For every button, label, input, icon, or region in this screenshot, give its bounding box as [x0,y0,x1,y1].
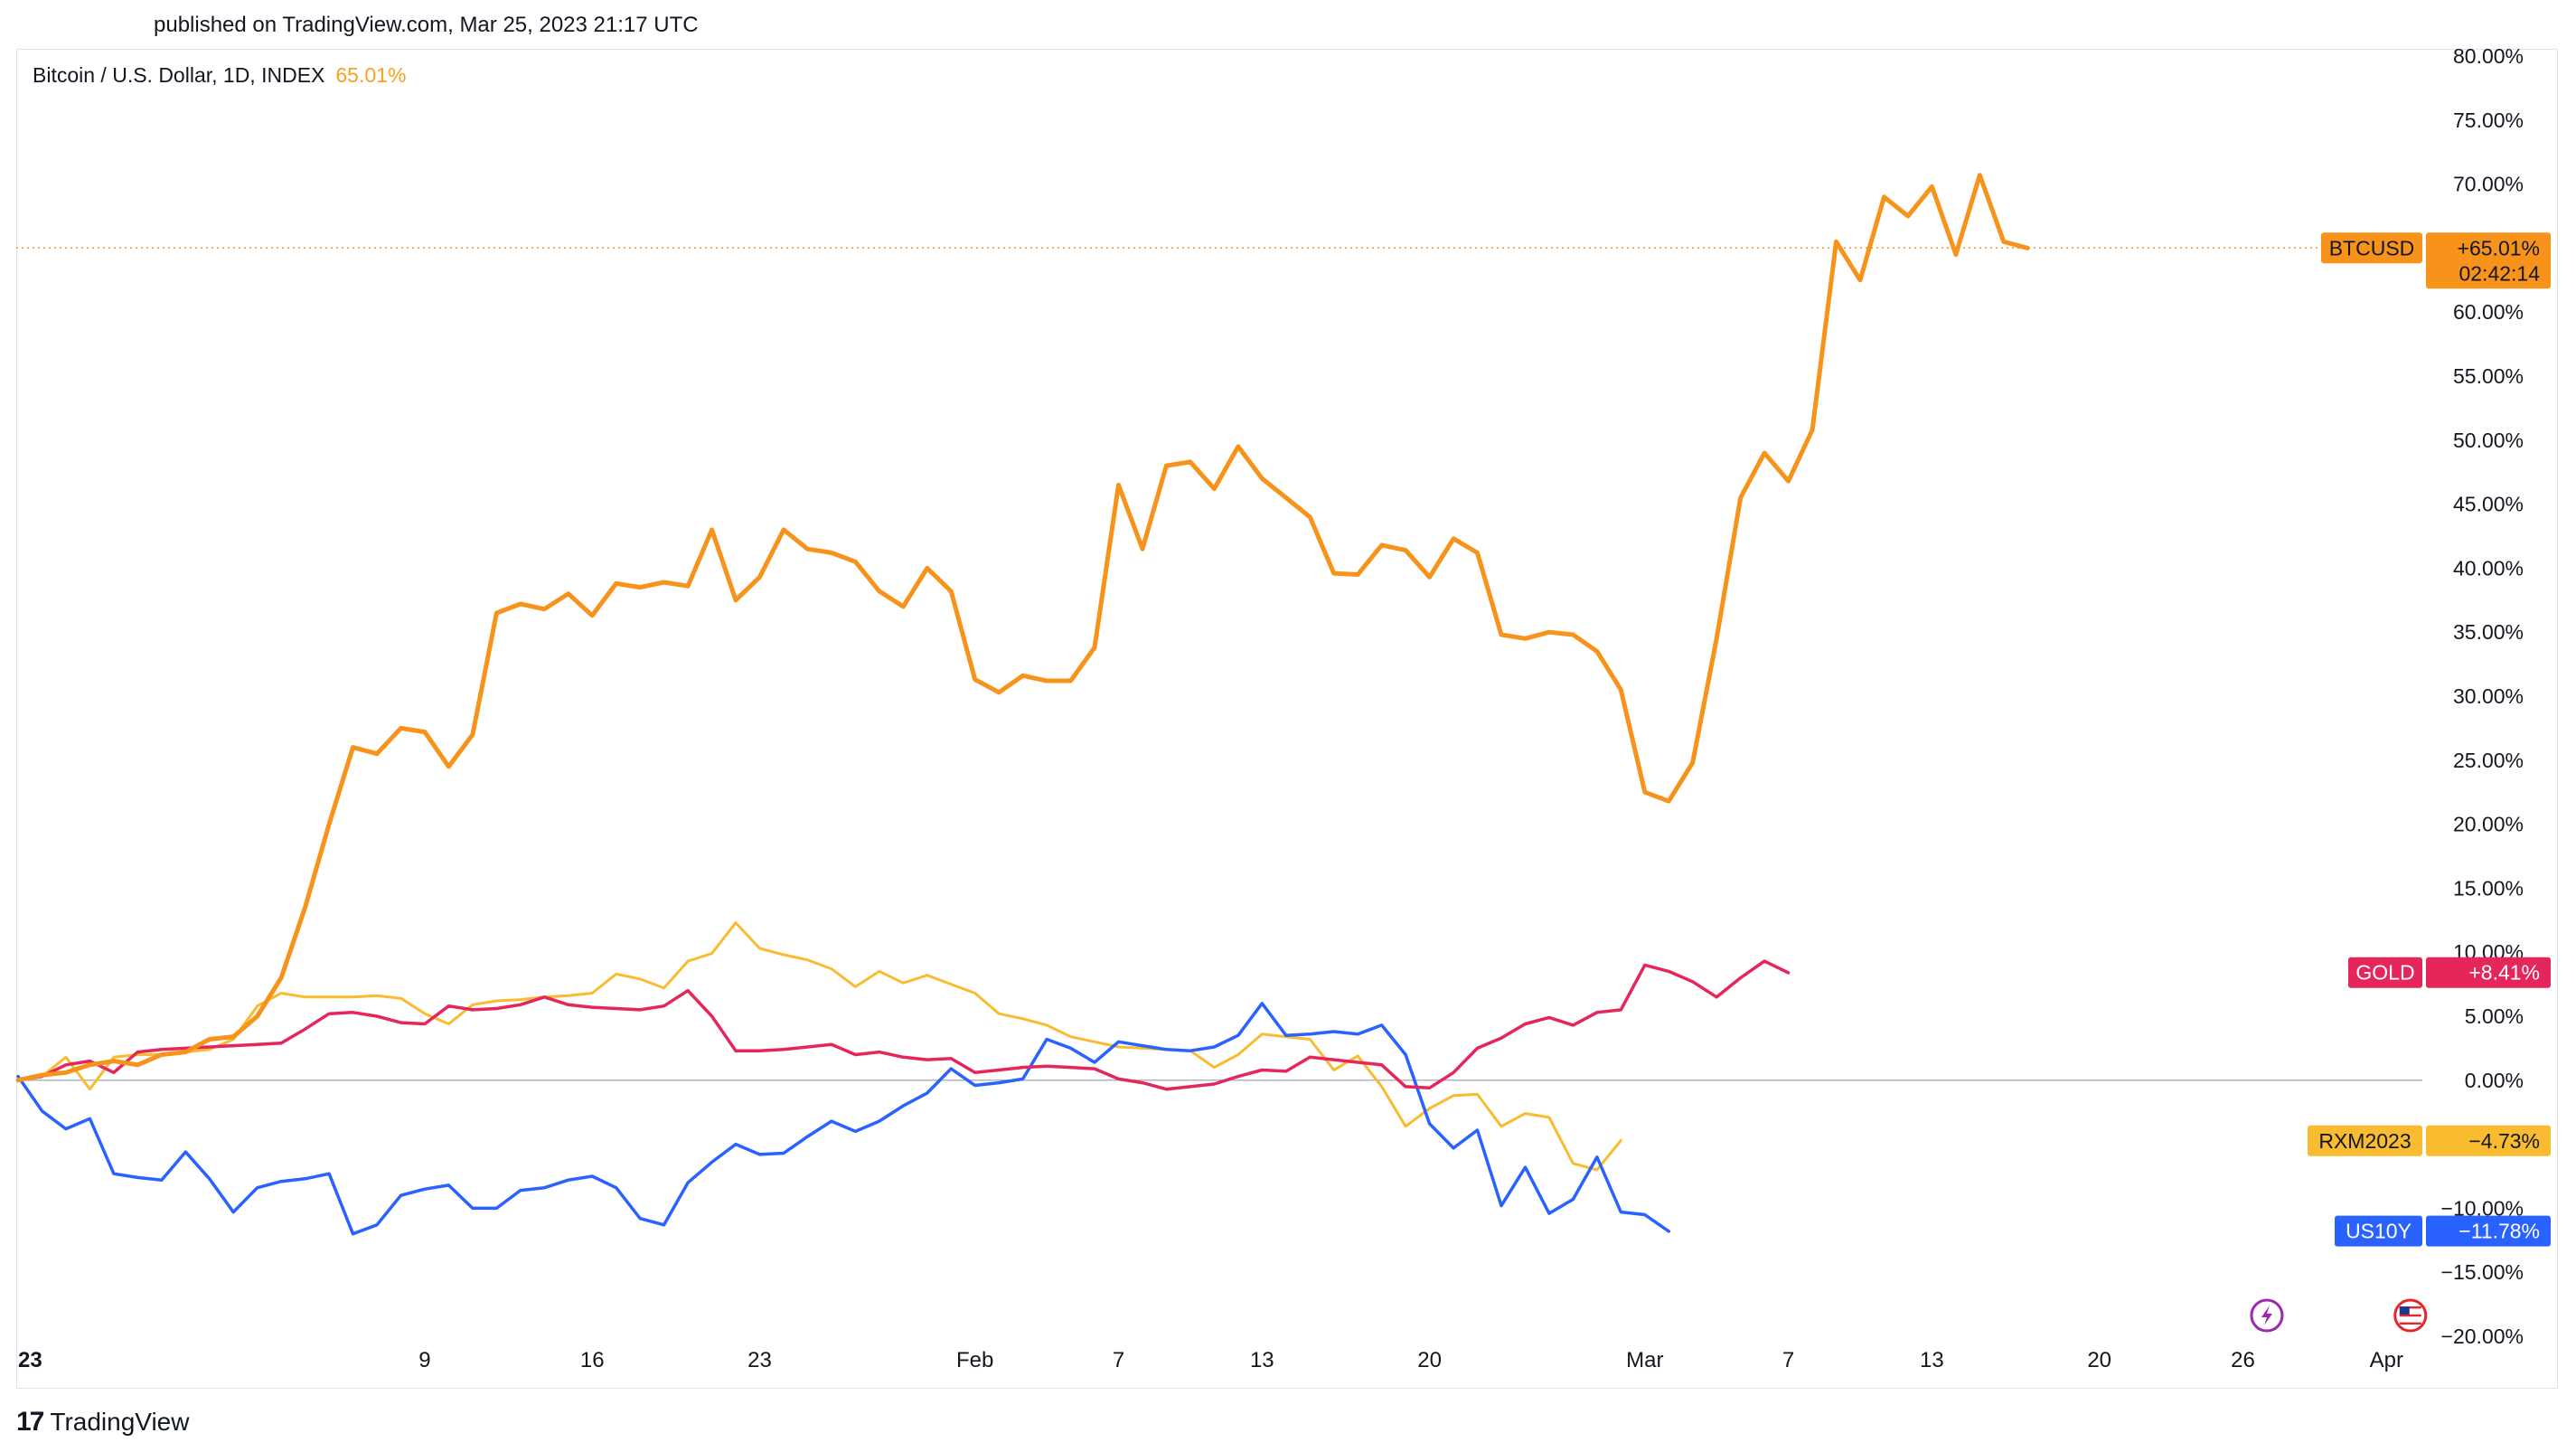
y-tick-label: 80.00% [2453,44,2524,68]
series-value-text: −11.78% [2458,1220,2540,1243]
x-tick-label: Feb [956,1348,993,1372]
lightning-bolt [2261,1306,2272,1325]
x-tick-label: 7 [1782,1348,1794,1372]
y-tick-label: 35.00% [2453,620,2524,644]
series-label-rxm2023[interactable]: RXM2023 −4.73% [2308,1125,2551,1156]
flag-stripe [2399,1318,2421,1321]
series-name-text: US10Y [2346,1220,2411,1243]
x-tick-label: Apr [2370,1348,2403,1372]
y-tick-label: 30.00% [2453,684,2524,708]
published-caption: published on TradingView.com, Mar 25, 20… [154,13,699,37]
y-tick-label: 15.00% [2453,876,2524,900]
flag-stripe [2399,1310,2421,1313]
series-name-tag [2348,957,2422,988]
series-name-tag [2308,1125,2422,1156]
y-tick-label: 60.00% [2453,300,2524,324]
series-value-tag [2426,957,2551,988]
series-line-us10y [16,1002,1671,1236]
tradingview-logo[interactable]: 17 TradingView [16,1407,189,1438]
symbol-change: 65.01% [335,63,407,87]
x-tick-label: 26 [2231,1348,2255,1372]
series-value-text: +8.41% [2468,961,2540,985]
x-tick-label: 23 [747,1348,772,1372]
series-line-rxm2023 [16,921,1622,1172]
tradingview-logo-text: TradingView [50,1408,190,1436]
y-tick-label: 40.00% [2453,556,2524,580]
series-name-text: RXM2023 [2318,1129,2411,1153]
series-label-us10y[interactable]: US10Y −11.78% [2335,1215,2551,1247]
y-tick-label: −15.00% [2441,1260,2524,1284]
series-label-gold[interactable]: GOLD +8.41% [2348,957,2551,988]
tradingview-logo-icon: 17 [16,1407,44,1437]
symbol-legend[interactable]: Bitcoin / U.S. Dollar, 1D, INDEX 65.01% [33,63,406,88]
series-label-btcusd[interactable]: BTCUSD +65.01%02:42:14 [2321,232,2551,289]
series-value-tag [2426,1125,2551,1156]
x-tick-label: 16 [580,1348,605,1372]
y-tick-label: 45.00% [2453,493,2524,516]
series-value-tag [2426,232,2551,289]
x-tick-label: 13 [1920,1348,1944,1372]
flag-canton [2399,1306,2410,1315]
chart-frame[interactable] [16,49,2558,1389]
y-tick-label: −20.00% [2441,1325,2524,1348]
series-name-text: GOLD [2355,961,2414,985]
countdown-text: 02:42:14 [2458,261,2540,285]
us-flag-icon[interactable] [2393,1298,2428,1333]
x-tick-label: 13 [1250,1348,1274,1372]
x-tick-label: 23 [18,1348,42,1372]
series-line-gold [16,959,1791,1091]
y-tick-label: 25.00% [2453,749,2524,772]
series-line-btcusd [15,173,2030,1083]
series-value-text: −4.73% [2468,1129,2540,1153]
flag-stripe [2399,1314,2421,1317]
series-value-tag [2426,1215,2551,1247]
lightning-icon[interactable] [2250,1298,2284,1333]
y-tick-label: 5.00% [2465,1004,2524,1028]
x-tick-label: 20 [1417,1348,1442,1372]
x-tick-label: 7 [1113,1348,1124,1372]
y-tick-label: 55.00% [2453,364,2524,388]
x-tick-label: Mar [1626,1348,1663,1372]
y-tick-label: 0.00% [2465,1069,2524,1092]
y-tick-label: 20.00% [2453,813,2524,836]
series-name-tag [2335,1215,2422,1247]
x-tick-label: 20 [2087,1348,2111,1372]
symbol-name: Bitcoin / U.S. Dollar, 1D, INDEX [33,63,325,87]
series-name-tag [2321,232,2422,264]
y-tick-label: 50.00% [2453,429,2524,452]
series-name-text: BTCUSD [2329,236,2415,259]
series-value-text: +65.01% [2458,236,2540,259]
flag-stripe [2399,1322,2421,1325]
y-tick-label: 75.00% [2453,108,2524,132]
y-tick-label: 70.00% [2453,173,2524,196]
x-tick-label: 9 [418,1348,430,1372]
flag-stripe [2399,1306,2421,1309]
